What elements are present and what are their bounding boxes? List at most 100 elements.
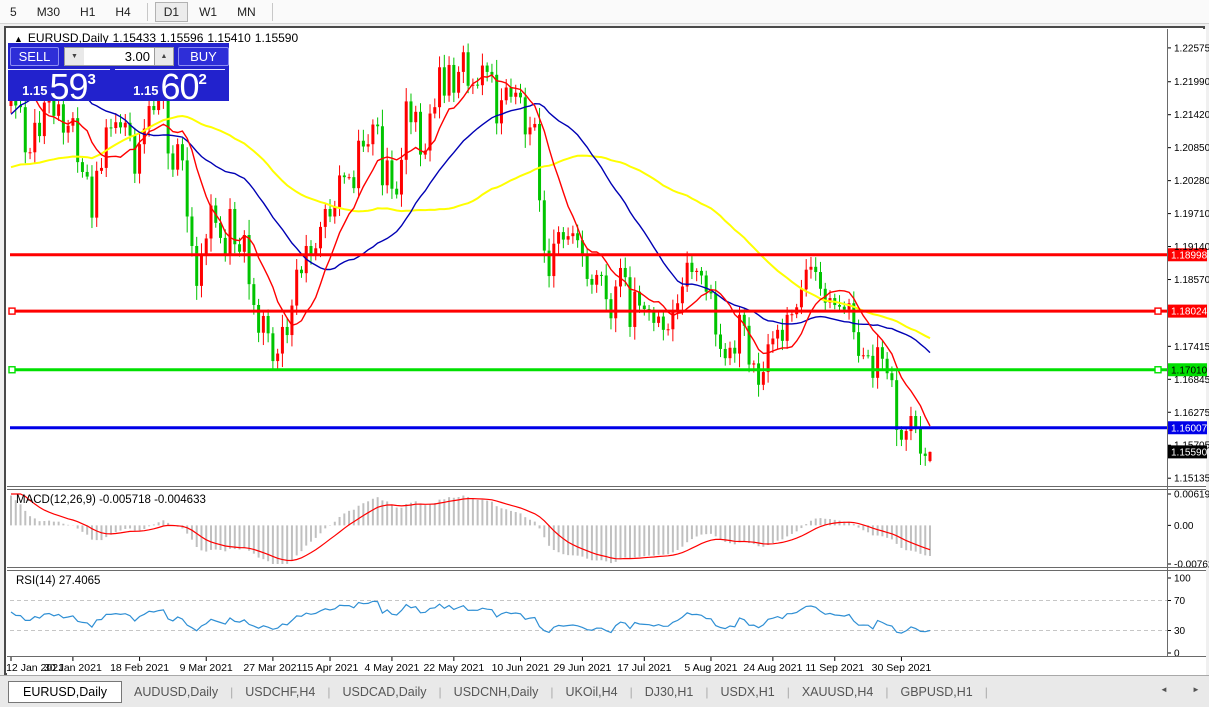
candle-body (428, 113, 432, 151)
candle-body (528, 127, 532, 135)
candle-body (252, 284, 256, 305)
candle-body (704, 275, 708, 292)
volume-decrease-button[interactable]: ▼ (64, 46, 84, 66)
price-tick-label: 1.19710 (1174, 209, 1209, 220)
candle-body (885, 358, 889, 374)
candle-body (57, 104, 61, 116)
price-tick-label: 1.18570 (1174, 275, 1209, 286)
tab-ukoil-h4[interactable]: UKOil,H4 (565, 684, 618, 699)
rsi-axis-label: 100 (1174, 574, 1191, 585)
ma-mid-line (10, 90, 931, 354)
line-handle[interactable] (1154, 307, 1162, 315)
candle-body (333, 207, 337, 217)
candle-body (438, 67, 442, 108)
volume-input[interactable] (84, 46, 154, 66)
tab-usdchf-h4[interactable]: USDCHF,H4 (245, 684, 316, 699)
macd-label: MACD(12,26,9) -0.005718 -0.004633 (16, 494, 206, 506)
candle-body (52, 97, 56, 116)
candle-body (561, 232, 565, 240)
price-tick-label: 1.17415 (1174, 342, 1209, 353)
candle-body (142, 128, 146, 145)
collapse-triangle-icon[interactable]: ▲ (14, 34, 23, 44)
volume-increase-button[interactable]: ▲ (154, 46, 174, 66)
candle-body (790, 314, 794, 316)
candle-body (28, 152, 32, 154)
tab-usdcnh-daily[interactable]: USDCNH,Daily (453, 684, 539, 699)
candle-body (480, 65, 484, 86)
sell-price[interactable]: 1.15 59 3 (8, 69, 110, 105)
timeframe-w1[interactable]: W1 (190, 2, 226, 22)
candle-body (699, 270, 703, 276)
candle-body (923, 453, 927, 456)
candle-body (709, 291, 713, 294)
price-tick-label: 1.20280 (1174, 176, 1209, 187)
candle-body (580, 240, 584, 256)
candle-body (628, 277, 632, 327)
timeframe-d1[interactable]: D1 (154, 1, 189, 22)
date-tick-label: 30 Sep 2021 (872, 662, 932, 674)
tab-scroll-right-icon[interactable]: ► (1192, 685, 1200, 694)
candle-body (566, 236, 570, 240)
date-tick-label: 12 Jan 2021 (6, 662, 64, 674)
buy-price-big: 60 (160, 66, 199, 107)
candle-body (257, 304, 261, 333)
candle-body (233, 208, 237, 245)
macd-signal-line (11, 493, 931, 562)
ohlc-close: 1.15590 (254, 31, 299, 45)
tab-xauusd-h4[interactable]: XAUUSD,H4 (801, 684, 874, 699)
candle-body (209, 205, 213, 239)
line-handle[interactable] (1154, 366, 1162, 374)
candle-body (618, 267, 622, 287)
candle-body (718, 334, 722, 349)
tab-dj30-h1[interactable]: DJ30,H1 (644, 684, 694, 699)
candle-body (71, 118, 75, 126)
tab-usdx-h1[interactable]: USDX,H1 (720, 684, 775, 699)
tab-usdcad-daily[interactable]: USDCAD,Daily (342, 684, 427, 699)
candle-body (690, 262, 694, 273)
buy-price[interactable]: 1.15 60 2 (115, 66, 225, 107)
candle-body (204, 238, 208, 256)
tab-scroll-left-icon[interactable]: ◄ (1160, 685, 1168, 694)
candle-body (738, 314, 742, 354)
candle-body (109, 127, 113, 129)
date-tick-label: 4 May 2021 (364, 662, 419, 674)
chart-symbol-label: EURUSD,Daily (27, 31, 109, 45)
price-tick-label: 1.15135 (1174, 474, 1209, 485)
candle-body (452, 64, 456, 93)
candle-body (171, 153, 175, 170)
candle-body (176, 144, 180, 170)
candle-body (280, 326, 284, 354)
timeframe-h1[interactable]: H1 (71, 2, 104, 22)
candle-body (757, 363, 761, 385)
candle-body (495, 74, 499, 124)
line-handle[interactable] (8, 366, 16, 374)
date-tick-label: 22 May 2021 (423, 662, 484, 674)
timeframe-h4[interactable]: H4 (106, 2, 139, 22)
buy-button[interactable]: BUY (178, 46, 229, 66)
tab-eurusd-daily[interactable]: EURUSD,Daily (8, 680, 123, 703)
sell-button[interactable]: SELL (10, 46, 59, 66)
timeframe-5[interactable]: 5 (1, 2, 26, 22)
timeframe-m30[interactable]: M30 (28, 2, 69, 22)
tab-audusd-daily[interactable]: AUDUSD,Daily (134, 684, 219, 699)
candle-body (223, 237, 227, 256)
candle-body (523, 97, 527, 135)
tab-gbpusd-h1[interactable]: GBPUSD,H1 (900, 684, 973, 699)
line-handle[interactable] (8, 307, 16, 315)
macd-axis-label: 0.00 (1174, 521, 1194, 532)
candle-body (604, 275, 608, 300)
candle-body (728, 347, 732, 359)
candle-body (314, 248, 318, 256)
candle-body (499, 100, 503, 124)
timeframe-mn[interactable]: MN (228, 2, 265, 22)
candle-body (361, 140, 365, 147)
candle-body (199, 255, 203, 286)
candle-body (685, 262, 689, 287)
price-line-label-text: 1.18998 (1171, 250, 1208, 261)
candle-body (880, 347, 884, 359)
candle-body (80, 162, 84, 172)
candle-body (752, 363, 756, 365)
price-chart[interactable]: 1.189981.180241.170101.160071.155901.225… (6, 28, 1209, 677)
candle-body (299, 269, 303, 274)
